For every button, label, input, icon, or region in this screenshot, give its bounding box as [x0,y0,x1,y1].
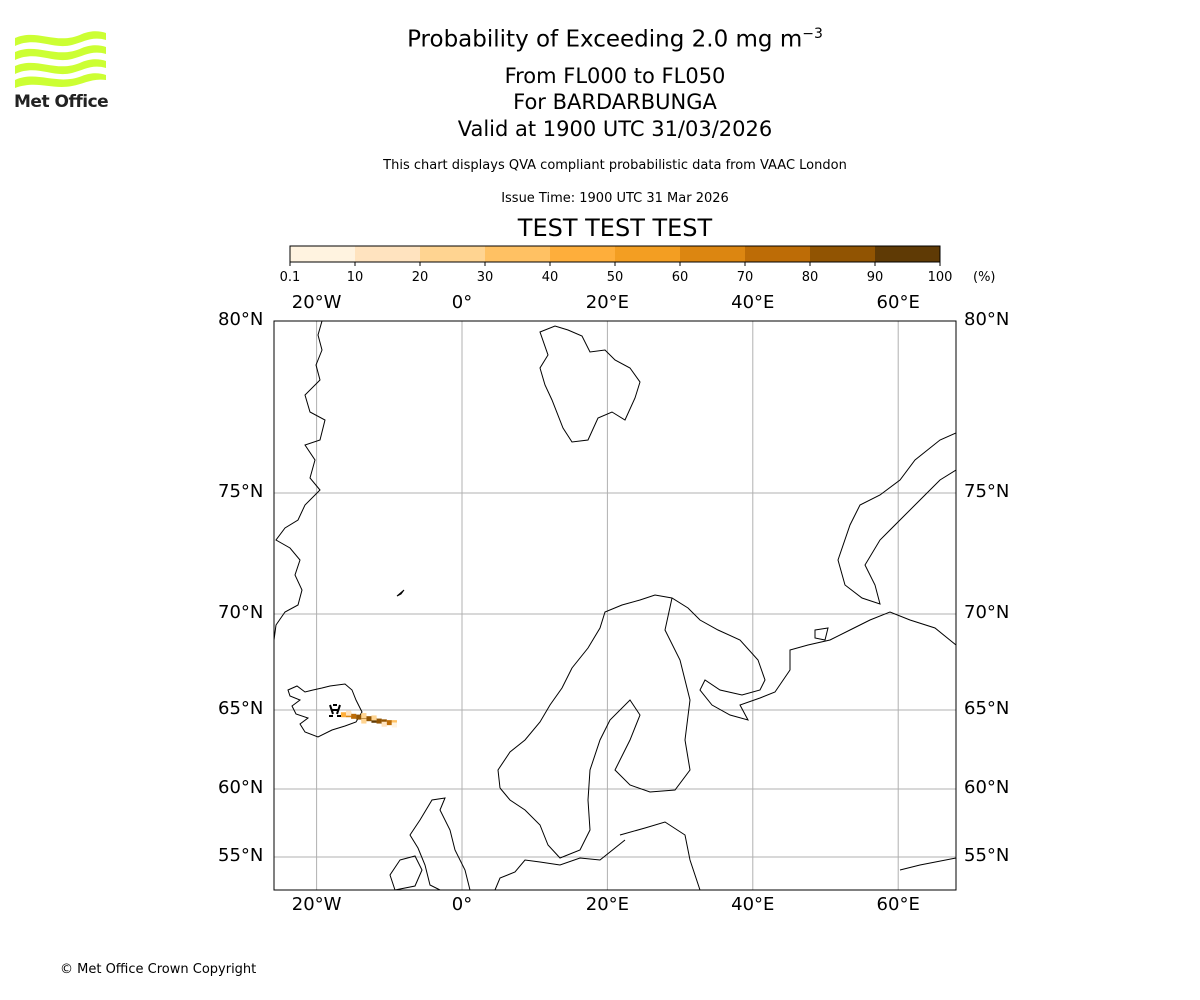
colorbar-tick-label: 100 [927,270,953,285]
colorbar-segment [875,246,940,262]
axis-tick-label: 20°E [585,292,630,313]
colorbar-segment [355,246,420,262]
colorbar-segment [420,246,485,262]
coastlines [274,321,956,890]
axis-tick-label: 60°N [964,777,1010,798]
met-office-logo-text: Met Office [14,92,109,112]
iceland-coast [287,683,363,738]
met-office-logo-icon [15,31,106,88]
axis-tick-label: 55°N [964,845,1010,866]
plume-cell [386,720,392,726]
issue-time: Issue Time: 1900 UTC 31 Mar 2026 [501,191,729,206]
plume-cell [351,713,357,719]
colorbar-unit: (%) [973,270,996,285]
plume-cell [361,713,367,719]
east-coast [899,857,956,871]
axis-tick-label: 75°N [218,481,264,502]
colorbar-tick-label: 40 [541,270,559,285]
chart-title: Probability of Exceeding 2.0 mg m−3 [407,26,823,53]
colorbar-tick-label: 20 [411,270,429,285]
colorbar-tick-label: 0.1 [279,270,301,285]
novaya-zemlya-coast [837,432,956,605]
map-frame [273,320,957,891]
axis-tick-label: 40°E [731,292,775,313]
test-banner: TEST TEST TEST [517,214,713,242]
svalbard-coast [539,325,641,443]
axis-tick-label: 80°N [964,309,1010,330]
colorbar-tick-label: 90 [866,270,884,285]
axis-tick-label: 55°N [218,845,264,866]
colorbar-tick-label: 30 [476,270,494,285]
volcano-name: For BARDARBUNGA [513,90,717,114]
axis-tick-label: 20°W [291,292,342,313]
valid-time: Valid at 1900 UTC 31/03/2026 [457,117,773,141]
axis-tick-label: 0° [451,894,473,915]
axis-tick-label: 0° [451,292,473,313]
ireland-coast [389,855,423,890]
axis-tick-label: 60°N [218,777,264,798]
axis-tick-label: 65°N [218,698,264,719]
plume-cell [371,715,377,721]
plume-cell [366,716,372,722]
axis-tick-label: 70°N [964,602,1010,623]
axis-tick-label: 75°N [964,481,1010,502]
britain-coast [409,797,471,890]
chart-description: This chart displays QVA compliant probab… [383,158,847,173]
colorbar-segment [485,246,550,262]
volcano-symbol-icon [329,704,341,717]
flight-levels: From FL000 to FL050 [504,64,726,88]
colorbar-tick-label: 80 [801,270,819,285]
colorbar-segment [550,246,615,262]
colorbar-segment [810,246,875,262]
continent-coast [494,839,626,890]
jan-mayen [396,589,405,597]
plume-cell [376,718,382,724]
colorbar [289,245,941,266]
plume-cell [340,712,347,718]
colorbar-tick-label: 60 [671,270,689,285]
kolguev-island [814,627,829,641]
colorbar-segment [290,246,355,262]
colorbar-segment [615,246,680,262]
axis-tick-label: 40°E [731,894,775,915]
axis-tick-label: 70°N [218,602,264,623]
colorbar-segment [745,246,810,262]
finland-sweden-coast [499,597,691,859]
plume-cell [391,722,397,728]
colorbar-tick-label: 70 [736,270,754,285]
baltic-coast [619,821,701,890]
axis-tick-label: 20°E [585,894,630,915]
greenland-coast [274,321,326,641]
axis-tick-label: 60°E [876,292,920,313]
axis-tick-label: 60°E [876,894,920,915]
plume-cell [356,714,362,720]
colorbar-tick-label: 50 [606,270,624,285]
plume-cell [361,718,367,724]
colorbar-segment [680,246,745,262]
plume-cell [345,710,352,716]
plume-cell [381,721,387,727]
scandinavia-coast [497,594,956,789]
axis-tick-label: 20°W [291,894,342,915]
copyright: © Met Office Crown Copyright [60,962,257,977]
axis-tick-label: 65°N [964,698,1010,719]
colorbar-tick-label: 10 [346,270,364,285]
axis-tick-label: 80°N [218,309,264,330]
